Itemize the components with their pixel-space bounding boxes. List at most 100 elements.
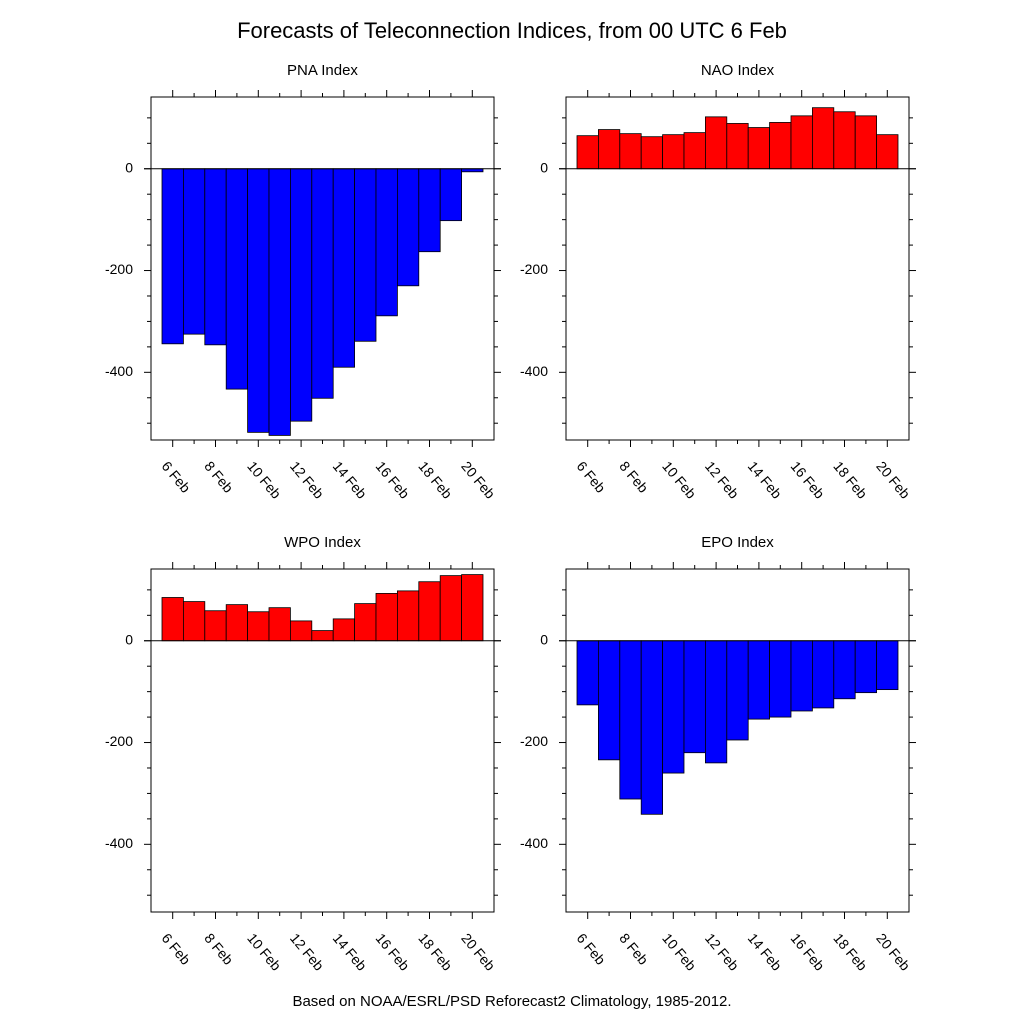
x-tick-label: 16 Feb bbox=[788, 458, 828, 502]
x-tick-label: 14 Feb bbox=[330, 930, 370, 974]
bar bbox=[747, 640, 771, 720]
bar bbox=[705, 640, 728, 764]
bar bbox=[769, 640, 792, 718]
y-tick-label: -200 bbox=[520, 733, 548, 749]
x-tick-label: 12 Feb bbox=[287, 930, 327, 974]
bar bbox=[354, 603, 377, 642]
bar bbox=[790, 640, 813, 712]
x-tick-label: 20 Feb bbox=[458, 930, 498, 974]
bar bbox=[769, 122, 792, 170]
x-tick-label: 10 Feb bbox=[659, 458, 699, 502]
bar bbox=[854, 640, 878, 694]
bar bbox=[182, 168, 206, 335]
bar bbox=[396, 590, 420, 642]
bar bbox=[683, 640, 706, 754]
bar bbox=[705, 116, 728, 170]
plot-frame bbox=[150, 96, 495, 441]
bar bbox=[268, 168, 291, 436]
bar bbox=[161, 597, 184, 642]
y-tick-label: 0 bbox=[540, 159, 548, 175]
panel-title: EPO Index bbox=[701, 534, 774, 551]
bar bbox=[289, 620, 313, 642]
x-tick-label: 14 Feb bbox=[330, 458, 370, 502]
bar bbox=[598, 640, 621, 761]
bar bbox=[619, 133, 642, 170]
bar bbox=[375, 593, 398, 642]
bar bbox=[461, 574, 484, 642]
bar bbox=[662, 640, 685, 774]
bar bbox=[396, 168, 420, 287]
plot-frame bbox=[565, 568, 910, 913]
bar bbox=[418, 168, 441, 253]
y-tick-label: -400 bbox=[105, 835, 133, 851]
bar bbox=[726, 123, 749, 170]
bar bbox=[439, 575, 463, 642]
bar bbox=[354, 168, 377, 342]
panel-title: NAO Index bbox=[701, 62, 775, 79]
x-tick-label: 10 Feb bbox=[244, 930, 284, 974]
bar bbox=[683, 132, 706, 170]
bar bbox=[576, 640, 599, 706]
y-tick-label: 0 bbox=[540, 631, 548, 647]
y-tick-label: -400 bbox=[520, 835, 548, 851]
bar bbox=[812, 107, 835, 170]
plot-frame bbox=[565, 96, 910, 441]
x-tick-label: 18 Feb bbox=[415, 930, 455, 974]
bar bbox=[182, 601, 206, 642]
bar bbox=[747, 127, 771, 170]
footnote: Based on NOAA/ESRL/PSD Reforecast2 Clima… bbox=[292, 993, 731, 1010]
bar bbox=[439, 168, 463, 222]
y-tick-label: 0 bbox=[125, 631, 133, 647]
bar bbox=[311, 630, 334, 642]
bar bbox=[790, 115, 813, 170]
x-tick-label: 6 Feb bbox=[574, 458, 609, 496]
plot-frame bbox=[150, 568, 495, 913]
panel-title: PNA Index bbox=[287, 62, 358, 79]
y-tick-label: -400 bbox=[520, 363, 548, 379]
bar bbox=[332, 618, 356, 642]
x-tick-label: 18 Feb bbox=[830, 458, 870, 502]
x-tick-label: 20 Feb bbox=[873, 458, 913, 502]
bar bbox=[726, 640, 749, 741]
x-tick-label: 20 Feb bbox=[458, 458, 498, 502]
bar bbox=[833, 111, 856, 170]
bar bbox=[812, 640, 835, 709]
x-tick-label: 8 Feb bbox=[616, 930, 651, 968]
bar bbox=[854, 115, 878, 170]
y-tick-label: 0 bbox=[125, 159, 133, 175]
bar bbox=[268, 607, 291, 642]
x-tick-label: 6 Feb bbox=[159, 930, 194, 968]
x-tick-label: 6 Feb bbox=[159, 458, 194, 496]
x-tick-label: 10 Feb bbox=[659, 930, 699, 974]
bar bbox=[576, 135, 599, 170]
bar bbox=[876, 134, 899, 170]
bar bbox=[876, 640, 899, 691]
x-tick-label: 8 Feb bbox=[201, 930, 236, 968]
y-tick-label: -200 bbox=[520, 261, 548, 277]
bar bbox=[204, 610, 227, 642]
x-tick-label: 14 Feb bbox=[745, 930, 785, 974]
panel-title: WPO Index bbox=[284, 534, 361, 551]
x-tick-label: 12 Feb bbox=[702, 458, 742, 502]
chart-title: Forecasts of Teleconnection Indices, fro… bbox=[237, 18, 787, 43]
x-tick-label: 16 Feb bbox=[373, 930, 413, 974]
bar bbox=[640, 136, 664, 170]
y-tick-label: -200 bbox=[105, 733, 133, 749]
y-tick-label: -400 bbox=[105, 363, 133, 379]
x-tick-label: 8 Feb bbox=[201, 458, 236, 496]
x-tick-label: 16 Feb bbox=[373, 458, 413, 502]
bar bbox=[204, 168, 227, 346]
bar bbox=[311, 168, 334, 399]
x-tick-label: 8 Feb bbox=[616, 458, 651, 496]
bar bbox=[375, 168, 398, 317]
bar bbox=[418, 581, 441, 642]
bar bbox=[619, 640, 642, 800]
x-tick-label: 18 Feb bbox=[830, 930, 870, 974]
bar bbox=[247, 168, 270, 433]
bar bbox=[247, 611, 270, 642]
bar bbox=[640, 640, 664, 815]
bar bbox=[161, 168, 184, 345]
x-tick-label: 16 Feb bbox=[788, 930, 828, 974]
x-tick-label: 14 Feb bbox=[745, 458, 785, 502]
